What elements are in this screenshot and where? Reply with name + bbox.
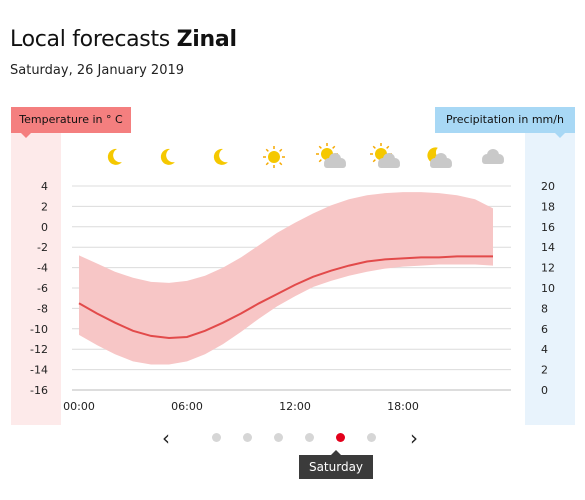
sun-cloud-icon [316,143,346,168]
prev-day-button[interactable]: ‹ [162,426,170,450]
precipitation-legend-pointer [555,133,565,138]
sun-ray [265,162,269,166]
y-right-tick-label: 18 [541,200,555,213]
moon-icon [160,148,175,165]
sun-ray [318,145,322,149]
sun-ray [318,159,322,163]
x-tick-label: 00:00 [63,400,95,413]
title-place: Zinal [176,27,237,52]
temperature-line [78,255,493,340]
moon-shape [213,148,228,165]
precipitation-legend: Precipitation in mm/h [435,107,575,133]
precipitation-axis-band [525,133,575,425]
x-tick-label: 06:00 [171,400,203,413]
temperature-range-band [79,192,493,365]
pager-dot[interactable] [305,433,314,442]
y-left-tick-label: -10 [30,323,48,336]
day-tooltip: Saturday [299,450,373,479]
moon-cloud-icon [427,147,452,168]
y-right-tick-label: 4 [541,343,548,356]
pager-dot[interactable] [274,433,283,442]
sun-ray [386,145,390,149]
sun-ray [279,148,283,152]
y-left-tick-label: -6 [37,282,48,295]
y-right-tick-label: 10 [541,282,555,295]
pager-dot[interactable] [243,433,252,442]
sun-ray [372,159,376,163]
y-right-tick-label: 6 [541,323,548,336]
y-right-tick-label: 8 [541,302,548,315]
cloud-base [324,162,346,168]
sun-ray [332,145,336,149]
next-day-button[interactable]: › [410,426,418,450]
page-title: Local forecasts Zinal [10,27,237,52]
y-right-tick-label: 0 [541,384,548,397]
cloud-icon [482,149,504,164]
title-prefix: Local forecasts [10,27,170,52]
x-tick-label: 12:00 [279,400,311,413]
moon-shape [160,148,175,165]
y-left-tick-label: 0 [41,221,48,234]
sun-icon [263,146,285,168]
forecast-chart: 420-2-4-6-8-10-12-14-1620181614121086420… [30,143,555,413]
temperature-axis-band [11,133,61,425]
y-right-tick-label: 12 [541,262,555,275]
y-right-tick-label: 16 [541,221,555,234]
pager-dot[interactable] [367,433,376,442]
y-left-tick-label: -14 [30,364,48,377]
y-right-tick-label: 20 [541,180,555,193]
y-left-tick-label: -8 [37,302,48,315]
x-tick-label: 18:00 [387,400,419,413]
y-left-tick-label: -2 [37,241,48,254]
y-left-tick-label: -4 [37,262,48,275]
temperature-legend: Temperature in ° C [11,107,131,133]
y-left-tick-label: -12 [30,343,48,356]
pager-dot[interactable] [212,433,221,442]
y-left-tick-label: 4 [41,180,48,193]
y-left-tick-label: -16 [30,384,48,397]
cloud-base [430,162,452,168]
sun-cloud-icon [370,143,400,168]
day-pager: ‹ › [160,425,430,451]
sun-disc [268,151,280,163]
temperature-legend-pointer [21,133,31,138]
pager-dot[interactable] [336,433,345,442]
y-left-tick-label: 2 [41,200,48,213]
forecast-date: Saturday, 26 January 2019 [10,63,185,78]
moon-shape [107,148,122,165]
y-right-tick-label: 14 [541,241,555,254]
moon-icon [107,148,122,165]
y-right-tick-label: 2 [541,364,548,377]
sun-ray [265,148,269,152]
sun-ray [372,145,376,149]
cloud-base [482,158,504,164]
sun-ray [279,162,283,166]
cloud-base [378,162,400,168]
moon-icon [213,148,228,165]
